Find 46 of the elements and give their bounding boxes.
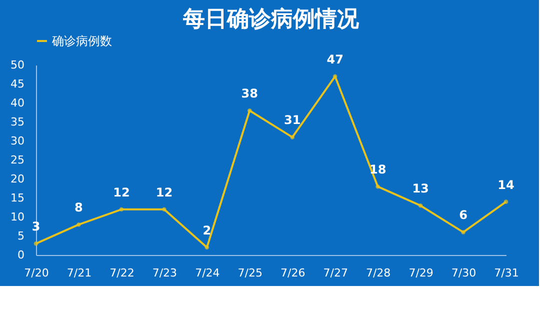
x-tick-label: 7/21: [66, 266, 92, 280]
y-tick-label: 5: [18, 230, 24, 242]
point: [418, 203, 423, 208]
data-label: 8: [74, 200, 83, 215]
x-tick-label: 7/26: [280, 266, 306, 280]
data-label: 31: [284, 113, 301, 128]
data-label: 14: [498, 178, 514, 192]
x-tick-label: 7/25: [238, 266, 262, 280]
x-tick-label: 7/20: [24, 266, 49, 280]
point: [248, 108, 252, 113]
chart-title: 每日确诊病例情况: [182, 7, 360, 32]
point: [204, 245, 210, 250]
y-tick-label: 30: [10, 134, 24, 148]
y-tick-label: 20: [10, 172, 24, 186]
data-label: 47: [326, 52, 344, 66]
data-label: 12: [113, 185, 130, 200]
point: [461, 230, 466, 234]
point: [119, 207, 124, 212]
x-tick-label: 7/29: [408, 266, 434, 280]
x-tick-label: 7/22: [110, 266, 134, 280]
point: [76, 222, 81, 227]
x-tick-label: 7/28: [366, 266, 391, 280]
point: [290, 135, 294, 140]
x-tick-label: 7/24: [195, 266, 220, 280]
y-tick-label: 40: [10, 96, 24, 110]
data-label: 38: [241, 86, 258, 101]
x-tick-label: 7/31: [494, 266, 519, 280]
x-tick-label: 7/30: [451, 266, 476, 280]
y-tick-label: 45: [10, 78, 24, 90]
x-tick-label: 7/27: [323, 266, 348, 280]
point: [162, 207, 166, 212]
y-tick-label: 15: [10, 192, 24, 204]
x-tick-label: 7/23: [152, 266, 178, 280]
y-tick-label: 25: [10, 154, 24, 166]
y-tick-label: 0: [18, 248, 24, 262]
y-tick-label: 50: [10, 58, 24, 72]
point: [34, 241, 38, 246]
y-tick-label: 35: [10, 116, 24, 128]
legend-label: 确诊病例数: [51, 34, 112, 48]
point: [376, 184, 380, 189]
data-label: 13: [412, 182, 429, 196]
data-label: 12: [156, 185, 173, 200]
data-label: 2: [202, 223, 212, 238]
data-label: 6: [459, 208, 468, 222]
y-tick-label: 10: [10, 210, 24, 224]
point: [504, 200, 508, 204]
